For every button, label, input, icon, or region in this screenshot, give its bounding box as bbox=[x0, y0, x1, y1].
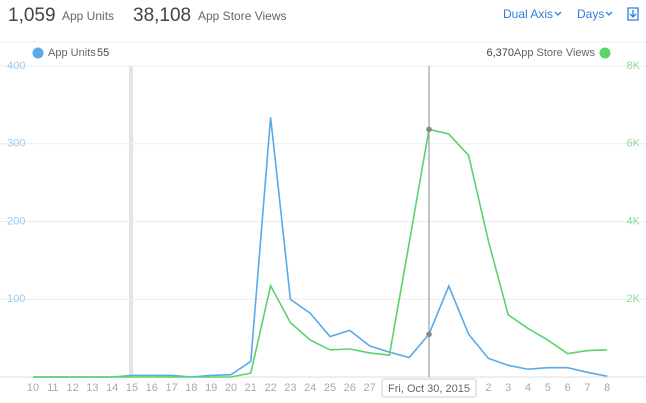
x-tick-label: 21 bbox=[245, 382, 257, 394]
y2-tick-label: 6K bbox=[627, 138, 641, 150]
x-tick-label: 14 bbox=[106, 382, 118, 394]
x-tick-label: 25 bbox=[324, 382, 336, 394]
date-box bbox=[381, 378, 477, 398]
x-tick-label: Fri, Oct 30, 2015 bbox=[388, 383, 470, 395]
legend-value: 55 bbox=[97, 47, 109, 59]
dual-axis-button[interactable]: Dual Axis bbox=[503, 7, 553, 21]
x-tick-label: 3 bbox=[505, 382, 511, 394]
total-label: App Store Views bbox=[198, 9, 287, 23]
x-tick-label: 24 bbox=[304, 382, 316, 394]
x-tick-label: 13 bbox=[86, 382, 98, 394]
x-tick-label: 19 bbox=[205, 382, 217, 394]
x-tick-label: 20 bbox=[225, 382, 237, 394]
y-tick-label: 300 bbox=[7, 138, 25, 150]
x-tick-label: 5 bbox=[545, 382, 551, 394]
x-tick-label: 16 bbox=[146, 382, 158, 394]
download-icon[interactable] bbox=[627, 7, 639, 21]
total-value: 1,059 bbox=[8, 5, 56, 26]
y2-tick-label: 2K bbox=[627, 293, 641, 305]
y-tick-label: 200 bbox=[7, 215, 25, 227]
x-tick-label: 10 bbox=[27, 382, 39, 394]
y-tick-label: 400 bbox=[7, 60, 25, 72]
x-tick-label: 6 bbox=[565, 382, 571, 394]
x-tick-label: 7 bbox=[584, 382, 590, 394]
days-button[interactable]: Days bbox=[577, 7, 604, 21]
chevron bbox=[605, 11, 613, 16]
x-tick-label: 17 bbox=[165, 382, 177, 394]
hover-dot bbox=[426, 331, 432, 338]
total-label: App Units bbox=[62, 9, 114, 23]
hover-dot bbox=[426, 126, 432, 133]
legend-label: App Units bbox=[48, 47, 96, 59]
y2-tick-label: 4K bbox=[627, 215, 641, 227]
total-value: 38,108 bbox=[133, 5, 191, 26]
x-tick-label: 27 bbox=[363, 382, 375, 394]
y-tick-label: 100 bbox=[7, 293, 25, 305]
legend-dot bbox=[32, 47, 44, 59]
x-tick-label: 12 bbox=[66, 382, 78, 394]
y2-tick-label: 8K bbox=[627, 60, 641, 72]
x-tick-label: 23 bbox=[284, 382, 296, 394]
x-tick-label: 8 bbox=[604, 382, 610, 394]
x-tick-label: 26 bbox=[344, 382, 356, 394]
series-line bbox=[33, 117, 608, 378]
x-tick-label: 11 bbox=[47, 382, 58, 394]
chevron bbox=[554, 11, 562, 16]
legend-dot bbox=[599, 47, 611, 59]
series-line bbox=[33, 128, 608, 378]
x-tick-label: 15 bbox=[126, 382, 138, 394]
x-tick-label: 18 bbox=[185, 382, 197, 394]
x-tick-label: 22 bbox=[264, 382, 276, 394]
legend-label: App Store Views bbox=[514, 47, 596, 59]
x-tick-label: 4 bbox=[525, 382, 531, 394]
legend-value: 6,370 bbox=[486, 47, 514, 59]
x-tick-label: 2 bbox=[485, 382, 491, 394]
